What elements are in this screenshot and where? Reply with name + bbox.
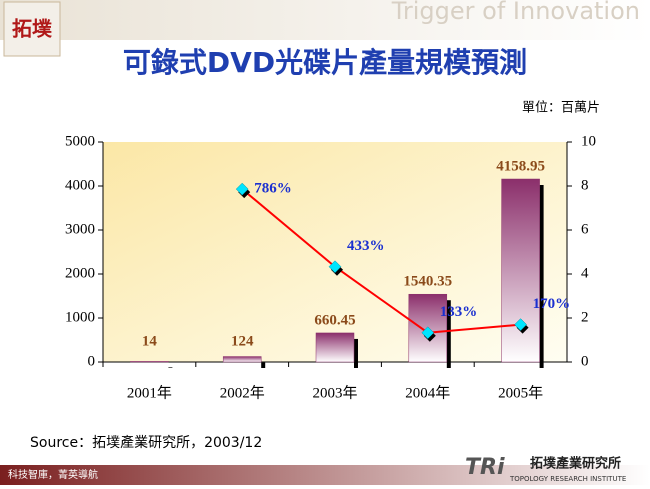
y-tick-label: 5000: [65, 133, 95, 149]
bar-shadow: [354, 338, 358, 368]
line-value-label: 786%: [254, 181, 292, 197]
y2-tick-label: 2: [581, 309, 589, 325]
bar-shadow: [168, 367, 173, 368]
x-tick-label: 2002年: [220, 384, 265, 401]
marker: [235, 182, 249, 196]
footer-org: 拓墣產業研究所: [530, 456, 621, 472]
x-tick-label: 2003年: [312, 384, 357, 401]
source: Source：拓墣產業研究所，2003/12: [30, 434, 262, 451]
y-tick-label: 1000: [65, 309, 95, 325]
y2-tick-label: 10: [581, 133, 596, 149]
bar: [222, 356, 262, 363]
bar: [130, 361, 169, 363]
x-tick-label: 2005年: [498, 384, 543, 401]
bar-value-label: 14: [142, 333, 158, 349]
line: [241, 188, 521, 334]
bar-value-label: 1540.35: [403, 274, 452, 290]
line-value-label: 170%: [533, 296, 571, 312]
bar-shadow: [446, 300, 451, 368]
y-tick-label: 4000: [65, 177, 95, 193]
marker: [328, 260, 342, 274]
x-tick-label: 2001年: [127, 384, 172, 401]
logo: 拓墣: [12, 17, 53, 41]
bar-shadow: [261, 362, 266, 368]
marker: [421, 326, 435, 340]
header-band: [0, 0, 650, 40]
chart-title: 可錄式DVD光碟片產量規模預測: [123, 46, 527, 79]
header-slogan: Trigger of Innovation: [391, 0, 640, 25]
y-tick-label: 2000: [65, 265, 95, 281]
x-tick-label: 2004年: [405, 384, 450, 401]
bar-value-label: 124: [231, 333, 254, 349]
bar-value-label: 4158.95: [496, 158, 545, 174]
line-value-label: 433%: [347, 238, 385, 254]
y-tick-label: 0: [88, 353, 96, 369]
bar-value-label: 660.45: [314, 312, 355, 328]
y-tick-label: 3000: [65, 221, 95, 237]
bar: [315, 332, 355, 363]
footer-org-en: TOPOLOGY RESEARCH INSTITUTE: [509, 475, 626, 483]
y2-tick-label: 0: [581, 353, 589, 369]
logo-box: [3, 1, 61, 57]
plot-area: [103, 142, 567, 362]
marker: [514, 318, 527, 331]
footer-band: [0, 465, 650, 485]
y2-tick-label: 8: [581, 177, 589, 193]
unit-label: 單位：百萬片: [522, 101, 600, 116]
bar-shadow: [539, 185, 544, 368]
bar: [501, 178, 540, 363]
footer-slogan: 科技智庫，菁英導航: [8, 468, 98, 481]
y2-tick-label: 4: [581, 265, 589, 281]
footer-brand: TRi: [465, 455, 505, 480]
y2-tick-label: 6: [581, 221, 589, 237]
line-value-label: 133%: [440, 304, 478, 320]
